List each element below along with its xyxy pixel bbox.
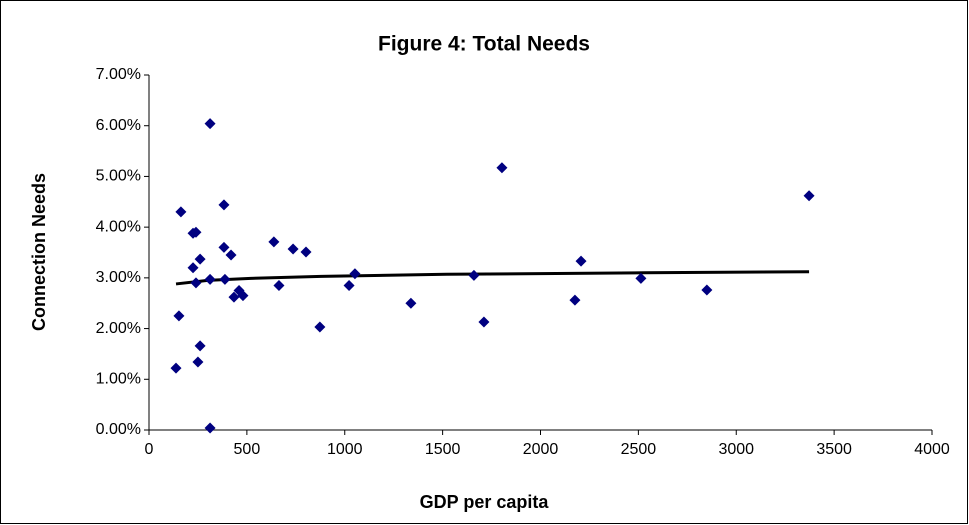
x-tick-label: 1500 — [425, 441, 461, 458]
y-tick-label: 5.00% — [96, 168, 141, 185]
y-axis-label: Connection Needs — [29, 173, 49, 331]
y-tick-label: 1.00% — [96, 371, 141, 388]
data-point — [237, 290, 249, 302]
x-tick-label: 500 — [234, 441, 261, 458]
y-tick-label: 0.00% — [96, 421, 141, 438]
data-point — [803, 190, 815, 202]
data-point — [175, 206, 187, 218]
data-point — [204, 118, 216, 130]
data-point — [478, 316, 490, 328]
chart-title: Figure 4: Total Needs — [378, 33, 590, 56]
data-point — [268, 236, 280, 248]
data-point — [218, 241, 230, 253]
data-point — [575, 255, 587, 267]
x-tick-label: 4000 — [914, 441, 950, 458]
data-point — [204, 273, 216, 285]
x-tick-label: 1000 — [327, 441, 363, 458]
data-point — [468, 269, 480, 281]
y-tick-label: 6.00% — [96, 117, 141, 134]
y-tick-label: 7.00% — [96, 66, 141, 83]
x-tick-label: 0 — [145, 441, 154, 458]
data-point — [228, 291, 240, 303]
data-point — [701, 284, 713, 296]
data-point — [349, 268, 361, 280]
data-point — [300, 246, 312, 258]
data-point — [192, 356, 204, 368]
data-point — [496, 162, 508, 174]
data-point — [314, 321, 326, 333]
y-tick-label: 4.00% — [96, 218, 141, 235]
data-point — [218, 199, 230, 211]
x-tick-label: 2000 — [523, 441, 559, 458]
data-point — [225, 249, 237, 261]
data-point — [187, 262, 199, 274]
data-point — [204, 422, 216, 434]
data-point — [194, 253, 206, 265]
x-tick-label: 3000 — [718, 441, 754, 458]
data-point — [569, 294, 581, 306]
data-point — [173, 310, 185, 322]
y-tick-label: 2.00% — [96, 320, 141, 337]
data-point — [343, 279, 355, 291]
data-point — [194, 340, 206, 352]
x-tick-label: 2500 — [621, 441, 657, 458]
data-point — [190, 277, 202, 289]
data-point — [190, 226, 202, 238]
y-tick-label: 3.00% — [96, 269, 141, 286]
data-point — [405, 297, 417, 309]
x-axis-label: GDP per capita — [420, 492, 550, 512]
data-point — [635, 272, 647, 284]
data-point — [219, 273, 231, 285]
data-point — [273, 279, 285, 291]
x-tick-label: 3500 — [816, 441, 852, 458]
data-point — [287, 243, 299, 255]
data-point — [170, 362, 182, 374]
